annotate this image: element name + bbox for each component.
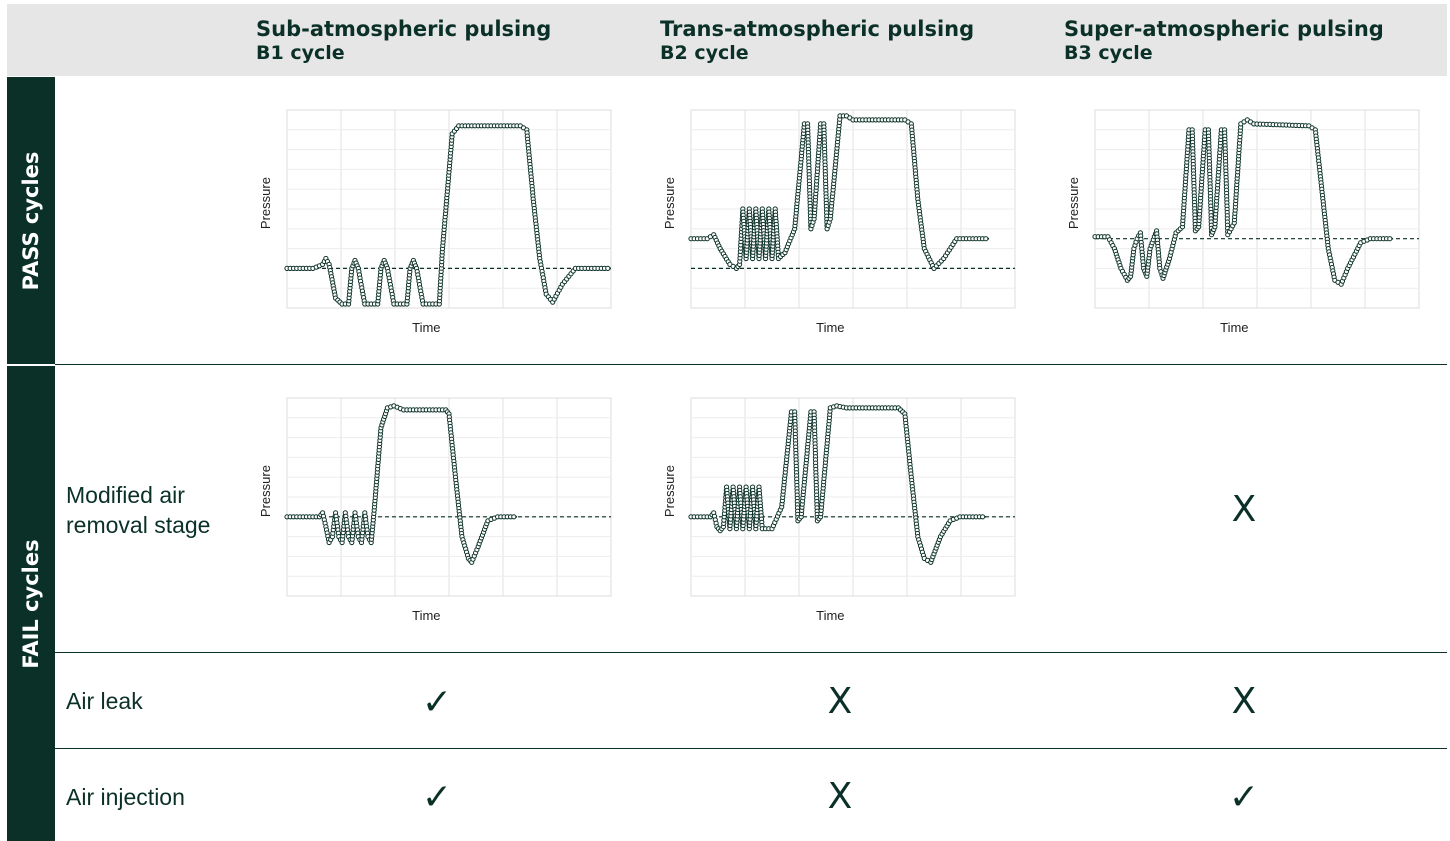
chart-pass-b3: Time Pressure <box>1063 108 1423 338</box>
chart-svg: Time Pressure <box>258 109 612 335</box>
chart-svg: Time Pressure <box>258 397 612 623</box>
column-subtitle-b1: B1 cycle <box>256 42 345 64</box>
chart-pass-b2: Time Pressure <box>659 108 1019 338</box>
fail-section-band: FAIL cycles <box>7 366 55 841</box>
data-point <box>980 514 986 520</box>
y-axis-label: Pressure <box>258 465 273 517</box>
pass-section-label: PASS cycles <box>19 151 43 290</box>
pass-section-band: PASS cycles <box>7 77 55 364</box>
chart-fail-b1: Time Pressure <box>255 396 615 626</box>
x-axis-label: Time <box>1220 320 1248 335</box>
row-label-modified-air-removal: Modified air removal stage <box>66 480 210 540</box>
row-label-air-injection: Air injection <box>66 784 185 810</box>
header-band <box>7 4 1447 76</box>
mark-leak-b1: ✓ <box>421 681 453 722</box>
chart-svg: Time Pressure <box>1066 109 1420 335</box>
column-header-b2: Trans-atmospheric pulsing B2 cycle <box>660 17 974 65</box>
divider-leak-injection <box>55 748 1447 749</box>
row-label-air-leak: Air leak <box>66 688 143 714</box>
fail-section-label: FAIL cycles <box>19 538 43 669</box>
column-subtitle-b2: B2 cycle <box>660 42 749 64</box>
column-title-b1: Sub-atmospheric pulsing <box>256 17 552 41</box>
mark-injection-b3: ✓ <box>1228 776 1260 817</box>
x-axis-label: Time <box>412 320 440 335</box>
mark-modified-b3: X <box>1231 489 1257 530</box>
chart-svg: Time Pressure <box>662 109 1016 335</box>
x-axis-label: Time <box>412 608 440 623</box>
data-point <box>1387 236 1393 242</box>
column-subtitle-b3: B3 cycle <box>1064 42 1153 64</box>
x-axis-label: Time <box>816 320 844 335</box>
chart-fail-b2: Time Pressure <box>659 396 1019 626</box>
row-label-modified-line1: Modified air <box>66 482 185 508</box>
row-label-modified-line2: removal stage <box>66 512 211 538</box>
y-axis-label: Pressure <box>258 177 273 229</box>
mark-injection-b2: X <box>827 776 853 817</box>
chart-svg: Time Pressure <box>662 397 1016 623</box>
column-header-b1: Sub-atmospheric pulsing B1 cycle <box>256 17 551 65</box>
y-axis-label: Pressure <box>662 177 677 229</box>
y-axis-label: Pressure <box>662 465 677 517</box>
mark-leak-b2: X <box>827 681 853 722</box>
mark-injection-b1: ✓ <box>421 776 453 817</box>
y-axis-label: Pressure <box>1066 177 1081 229</box>
x-axis-label: Time <box>816 608 844 623</box>
data-point <box>983 236 989 242</box>
divider-modified-leak <box>55 652 1447 653</box>
data-point <box>605 265 611 271</box>
divider-pass-fail <box>55 364 1447 365</box>
chart-pass-b1: Time Pressure <box>255 108 615 338</box>
column-title-b2: Trans-atmospheric pulsing <box>660 17 975 41</box>
column-header-b3: Super-atmospheric pulsing B3 cycle <box>1064 17 1384 65</box>
data-point <box>511 514 517 520</box>
column-title-b3: Super-atmospheric pulsing <box>1064 17 1384 41</box>
mark-leak-b3: X <box>1231 681 1257 722</box>
